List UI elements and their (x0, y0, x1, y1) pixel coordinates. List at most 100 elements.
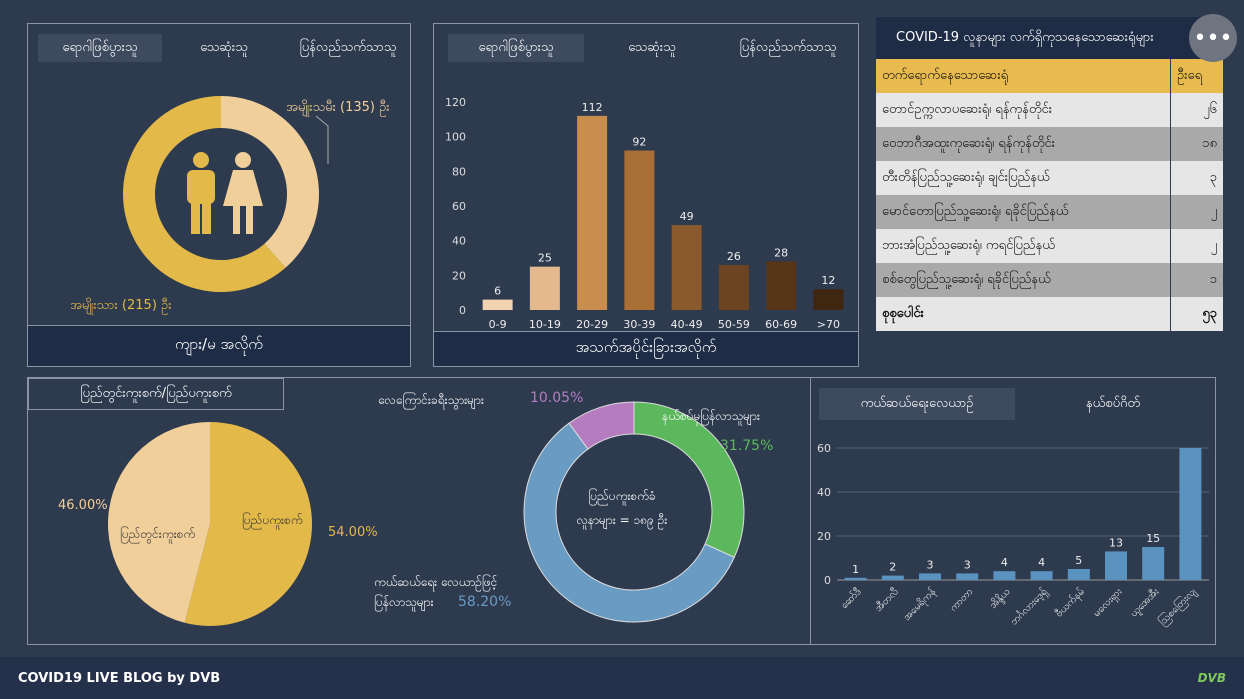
bar (1179, 448, 1202, 580)
hospital-header-name: တက်ရောက်နေသောဆေးရုံ (882, 67, 1009, 83)
x-tick-label: အီတလီ (872, 585, 901, 614)
tab-deaths[interactable]: သေဆုံးသူ (628, 39, 676, 55)
data-label: 26 (727, 250, 741, 263)
donut-slice (568, 401, 635, 450)
table-row: မောင်တောပြည်သူ့ဆေးရုံ၊ ရခိုင်ပြည်နယ် ၂ (876, 195, 1223, 229)
data-label: 4 (1038, 556, 1045, 569)
x-tick-label: 30-39 (623, 318, 655, 331)
age-tabs: ရောဂါဖြစ်ပွားသူ သေဆုံးသူ ပြန်လည်သက်သာသူ (448, 34, 856, 62)
tab-cases[interactable]: ရောဂါဖြစ်ပွားသူ (448, 34, 584, 62)
data-label: 6 (494, 285, 501, 298)
gender-tabs: ရောဂါဖြစ်ပွားသူ သေဆုံးသူ ပြန်လည်သက်သာသူ (38, 34, 410, 62)
table-total-row: စုစုပေါင်း ၅၃ (876, 297, 1223, 331)
bar (919, 573, 941, 580)
donut-slice (221, 96, 319, 268)
x-tick-label: >70 (817, 318, 840, 331)
local-pct: 46.00% (58, 498, 108, 513)
more-icon: ••• (1193, 25, 1233, 51)
hospital-name: ဘားအံပြည်သူ့ဆေးရုံ၊ ကရင်ပြည်နယ် (882, 237, 1055, 253)
y-tick-label: 0 (459, 304, 466, 317)
bar (671, 225, 702, 310)
data-label: 12 (821, 274, 835, 287)
tab-rescue-flight[interactable]: ကယ်ဆယ်ရေးလေယာဉ် (819, 388, 1015, 420)
data-label: 3 (964, 558, 971, 571)
y-tick-label: 80 (452, 165, 466, 178)
table-row: ဝေဘာဂီအထူးကုဆေးရုံ၊ ရန်ကုန်တိုင်း ၁၈ (876, 127, 1223, 161)
hospital-name: ဝေဘာဂီအထူးကုဆေးရုံ၊ ရန်ကုန်တိုင်း (882, 135, 1056, 151)
footer-text: COVID19 LIVE BLOG by DVB (18, 670, 221, 686)
bar (1142, 547, 1165, 580)
x-tick-label: ယူအေအီး (1127, 585, 1163, 621)
donut-label-air-1: ကယ်ဆယ်ရေး လေယာဉ်ဖြင့် (374, 575, 498, 589)
country-panel: ကယ်ဆယ်ရေးလေယာဉ် နယ်စပ်ဂိတ် 0 20 40 60 1 ဆော်ဒ… (810, 377, 1216, 645)
data-label: 92 (632, 136, 646, 149)
local-label: ပြည်တွင်းကူးစက် (120, 527, 196, 541)
hospital-name: မောင်တောပြည်သူ့ဆေးရုံ၊ ရခိုင်ပြည်နယ် (882, 203, 1069, 219)
x-tick-label: ဘင်္ဂလားဒေ့ရှ် (1007, 585, 1051, 629)
tab-cases[interactable]: ရောဂါဖြစ်ပွားသူ (38, 34, 162, 62)
data-label: 4 (1001, 556, 1008, 569)
female-label: အမျိုးသမီး (135) ဦး (286, 100, 390, 115)
hospital-name: တီးတိန်ပြည်သူ့ဆေးရုံ၊ ချင်းပြည်နယ် (882, 169, 1050, 185)
dvb-logo: DVB (1197, 671, 1226, 685)
total-value: ၅၃ (1170, 297, 1223, 331)
donut-label-border: နယ်စပ်မှပြန်လာသူများ (662, 409, 760, 423)
hospital-count: ၂ (1170, 195, 1223, 229)
data-label: 49 (680, 210, 694, 223)
y-tick-label: 60 (817, 442, 831, 455)
bar (1067, 569, 1090, 580)
data-label: 112 (582, 101, 603, 114)
y-tick-label: 20 (817, 530, 831, 543)
bar (577, 115, 608, 310)
donut-center-2: လူနာများ = ၁၈၉ ဦး (576, 513, 668, 527)
hospital-name: တောင်ဥက္ကလာပဆေးရုံ၊ ရန်ကုန်တိုင်း (882, 101, 1053, 117)
tab-border-gate[interactable]: နယ်စပ်ဂိတ် (1085, 395, 1141, 411)
people-icon (187, 152, 263, 234)
tab-recovered[interactable]: ပြန်လည်သက်သာသူ (739, 39, 837, 55)
bar (1030, 571, 1053, 580)
imported-pct: 54.00% (328, 525, 378, 540)
more-options-button[interactable]: ••• (1189, 14, 1237, 62)
data-label: 15 (1146, 532, 1160, 545)
x-tick-label: 40-49 (671, 318, 703, 331)
bar (881, 575, 904, 580)
data-label: 25 (538, 252, 552, 265)
bar (766, 261, 797, 310)
x-tick-label: 20-29 (576, 318, 608, 331)
tab-deaths[interactable]: သေဆုံးသူ (200, 39, 248, 55)
male-label: အမျိုးသား (215) ဦး (70, 298, 172, 313)
table-row: တီးတိန်ပြည်သူ့ဆေးရုံ၊ ချင်းပြည်နယ် ၃ (876, 161, 1223, 195)
total-label: စုစုပေါင်း (882, 305, 924, 321)
donut-pct-land: 10.05% (530, 390, 584, 406)
x-tick-label: အမေရိကန် (900, 585, 940, 625)
pie-slice (108, 422, 210, 623)
country-bar-chart: 0 20 40 60 1 ဆော်ဒီ 2 အီတလီ 3 အမေရိကန် 3 ကာတာ 4 အိန္ဒ… (817, 442, 1209, 629)
x-tick-label: ဆော်ဒီ (838, 585, 864, 611)
origin-pie-chart (108, 422, 313, 626)
donut-pct-air: 58.20% (458, 594, 512, 610)
gender-panel: ရောဂါဖြစ်ပွားသူ သေဆုံးသူ ပြန်လည်သက်သာသူ … (27, 23, 411, 367)
bar (529, 266, 560, 310)
bar (1105, 551, 1127, 580)
data-label: 13 (1109, 536, 1123, 549)
table-row: စစ်တွေပြည်သူ့ဆေးရုံ၊ ရခိုင်ပြည်နယ် ၁ (876, 263, 1223, 297)
bar (482, 299, 513, 310)
bar (624, 150, 655, 310)
gender-footer: ကျား/မ အလိုက် (27, 325, 411, 367)
origin-panel: ပြည်တွင်းကူးစက်/ပြည်ပကူးစက် 46.00% 54.00… (27, 377, 811, 645)
y-tick-label: 40 (817, 486, 831, 499)
donut-slice (122, 96, 286, 292)
origin-title: ပြည်တွင်းကူးစက်/ပြည်ပကူးစက် (28, 378, 284, 410)
x-tick-label: 10-19 (529, 318, 561, 331)
donut-pct-border: 31.75% (720, 438, 774, 454)
age-footer: အသက်အပိုင်းခြားအလိုက် (433, 331, 859, 367)
y-tick-label: 20 (452, 269, 466, 282)
table-row: ဘားအံပြည်သူ့ဆေးရုံ၊ ကရင်ပြည်နယ် ၂ (876, 229, 1223, 263)
x-tick-label: ဗီယက်နမ် (1052, 585, 1088, 621)
tab-recovered[interactable]: ပြန်လည်သက်သာသူ (299, 39, 397, 55)
hospital-header-count: ဦးရေ (1170, 59, 1223, 93)
hospital-count: ၁၈ (1170, 127, 1223, 161)
x-tick-label: မလေးရှား (1091, 586, 1126, 621)
country-tabs: ကယ်ဆယ်ရေးလေယာဉ် နယ်စပ်ဂိတ် (819, 388, 1211, 420)
x-tick-label: အိန္ဒိယ (986, 585, 1014, 613)
